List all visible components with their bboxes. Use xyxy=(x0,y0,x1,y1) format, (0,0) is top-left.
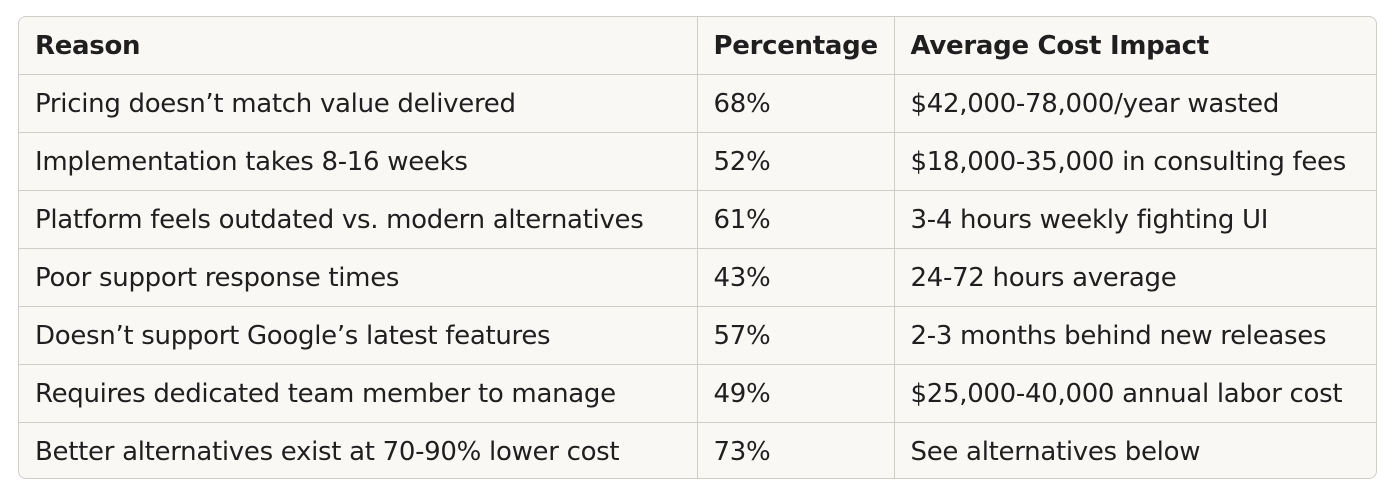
header-percentage: Percentage xyxy=(697,17,895,75)
table-row: Doesn’t support Google’s latest features… xyxy=(19,306,1376,365)
reason-cell: Better alternatives exist at 70-90% lowe… xyxy=(19,422,698,478)
table-row: Poor support response times 43% 24-72 ho… xyxy=(19,248,1376,307)
header-average-cost-impact: Average Cost Impact xyxy=(894,17,1376,75)
percentage-cell: 61% xyxy=(697,190,895,249)
reason-cell: Requires dedicated team member to manage xyxy=(19,364,698,423)
table-row: Implementation takes 8-16 weeks 52% $18,… xyxy=(19,132,1376,191)
reason-cell: Doesn’t support Google’s latest features xyxy=(19,306,698,365)
cost-impact-cell: See alternatives below xyxy=(910,436,1201,467)
table-row: Pricing doesn’t match value delivered 68… xyxy=(19,74,1376,133)
percentage-cell: 57% xyxy=(697,306,895,365)
table-row: Requires dedicated team member to manage… xyxy=(19,364,1376,423)
table-row: Platform feels outdated vs. modern alter… xyxy=(19,190,1376,249)
table-header-row: Reason Percentage Average Cost Impact xyxy=(19,17,1376,75)
reasons-table-container: Reason Percentage Average Cost Impact Pr… xyxy=(18,16,1377,479)
header-reason: Reason xyxy=(19,17,698,75)
table-row: Better alternatives exist at 70-90% lowe… xyxy=(19,422,1376,478)
percentage-cell: 49% xyxy=(697,364,895,423)
cost-impact-cell: 3-4 hours weekly fighting UI xyxy=(894,190,1376,249)
percentage-cell: 52% xyxy=(697,132,895,191)
cost-impact-cell: 24-72 hours average xyxy=(894,248,1376,307)
cost-impact-cell: $42,000-78,000/year wasted xyxy=(894,74,1376,133)
cost-impact-cell: $25,000-40,000 annual labor cost xyxy=(894,364,1376,423)
percentage-cell: 73% xyxy=(697,422,895,478)
reason-cell: Platform feels outdated vs. modern alter… xyxy=(19,190,698,249)
cost-impact-cell: 2-3 months behind new releases xyxy=(894,306,1376,365)
reasons-table: Reason Percentage Average Cost Impact Pr… xyxy=(19,17,1376,478)
reason-cell: Pricing doesn’t match value delivered xyxy=(19,74,698,133)
percentage-cell: 68% xyxy=(697,74,895,133)
reason-cell: Implementation takes 8-16 weeks xyxy=(19,132,698,191)
reason-cell: Poor support response times xyxy=(19,248,698,307)
cost-impact-cell: $18,000-35,000 in consulting fees xyxy=(894,132,1376,191)
percentage-cell: 43% xyxy=(697,248,895,307)
